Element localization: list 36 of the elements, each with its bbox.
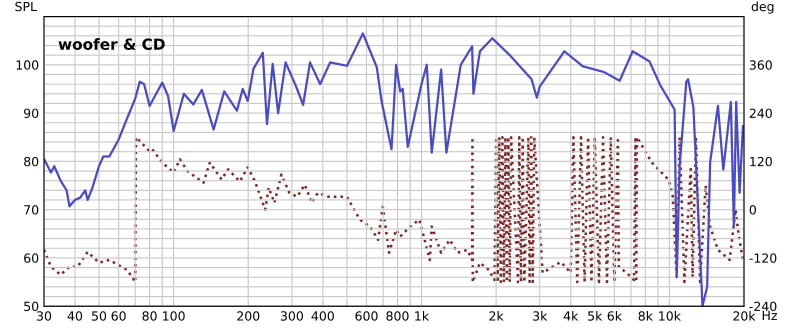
x-tick-label: 60 xyxy=(112,311,126,321)
x-tick-label: 800 xyxy=(386,311,409,321)
x-tick-label: 4k xyxy=(564,311,578,321)
y-tick-label: 90 xyxy=(24,108,38,118)
x-tick-label: 2k xyxy=(489,311,504,321)
x-tick-label: 80 xyxy=(142,311,157,321)
x-tick-label: 600 xyxy=(355,311,378,321)
x-tick-label: 5k xyxy=(588,311,602,321)
x-axis-title: Hz xyxy=(762,310,777,320)
y2-tick-label: 120 xyxy=(750,156,772,166)
y-tick-label: 60 xyxy=(24,253,38,263)
x-tick-label: 30 xyxy=(37,311,52,321)
y2-tick-label: 0 xyxy=(750,205,756,215)
x-tick-label: 300 xyxy=(280,311,303,321)
y2-tick-label: -120 xyxy=(749,253,776,263)
x-tick-label: 100 xyxy=(163,311,185,321)
x-tick-label: 40 xyxy=(68,311,82,321)
y2-tick-label: -240 xyxy=(749,302,776,312)
x-tick-label: 10k xyxy=(659,311,681,321)
annotation: woofer & CD xyxy=(58,38,165,50)
y2-axis-title: deg xyxy=(752,2,774,14)
x-tick-label: 1k xyxy=(415,311,430,321)
y2-tick-label: 240 xyxy=(750,108,772,118)
x-tick-label: 8k xyxy=(638,311,653,321)
y-tick-label: 100 xyxy=(16,60,38,70)
x-tick-label: 3k xyxy=(533,311,548,321)
y-tick-label: 70 xyxy=(24,205,38,215)
x-tick-label: 6k xyxy=(608,311,622,321)
y-tick-label: 50 xyxy=(24,302,38,312)
y-axis-title: SPL xyxy=(15,2,37,12)
x-tick-label: 20k xyxy=(733,311,756,321)
x-tick-label: 50 xyxy=(92,311,106,321)
y2-tick-label: 360 xyxy=(750,60,772,70)
y-tick-label: 80 xyxy=(24,156,38,166)
x-tick-label: 400 xyxy=(312,311,334,321)
x-tick-label: 200 xyxy=(237,311,260,321)
